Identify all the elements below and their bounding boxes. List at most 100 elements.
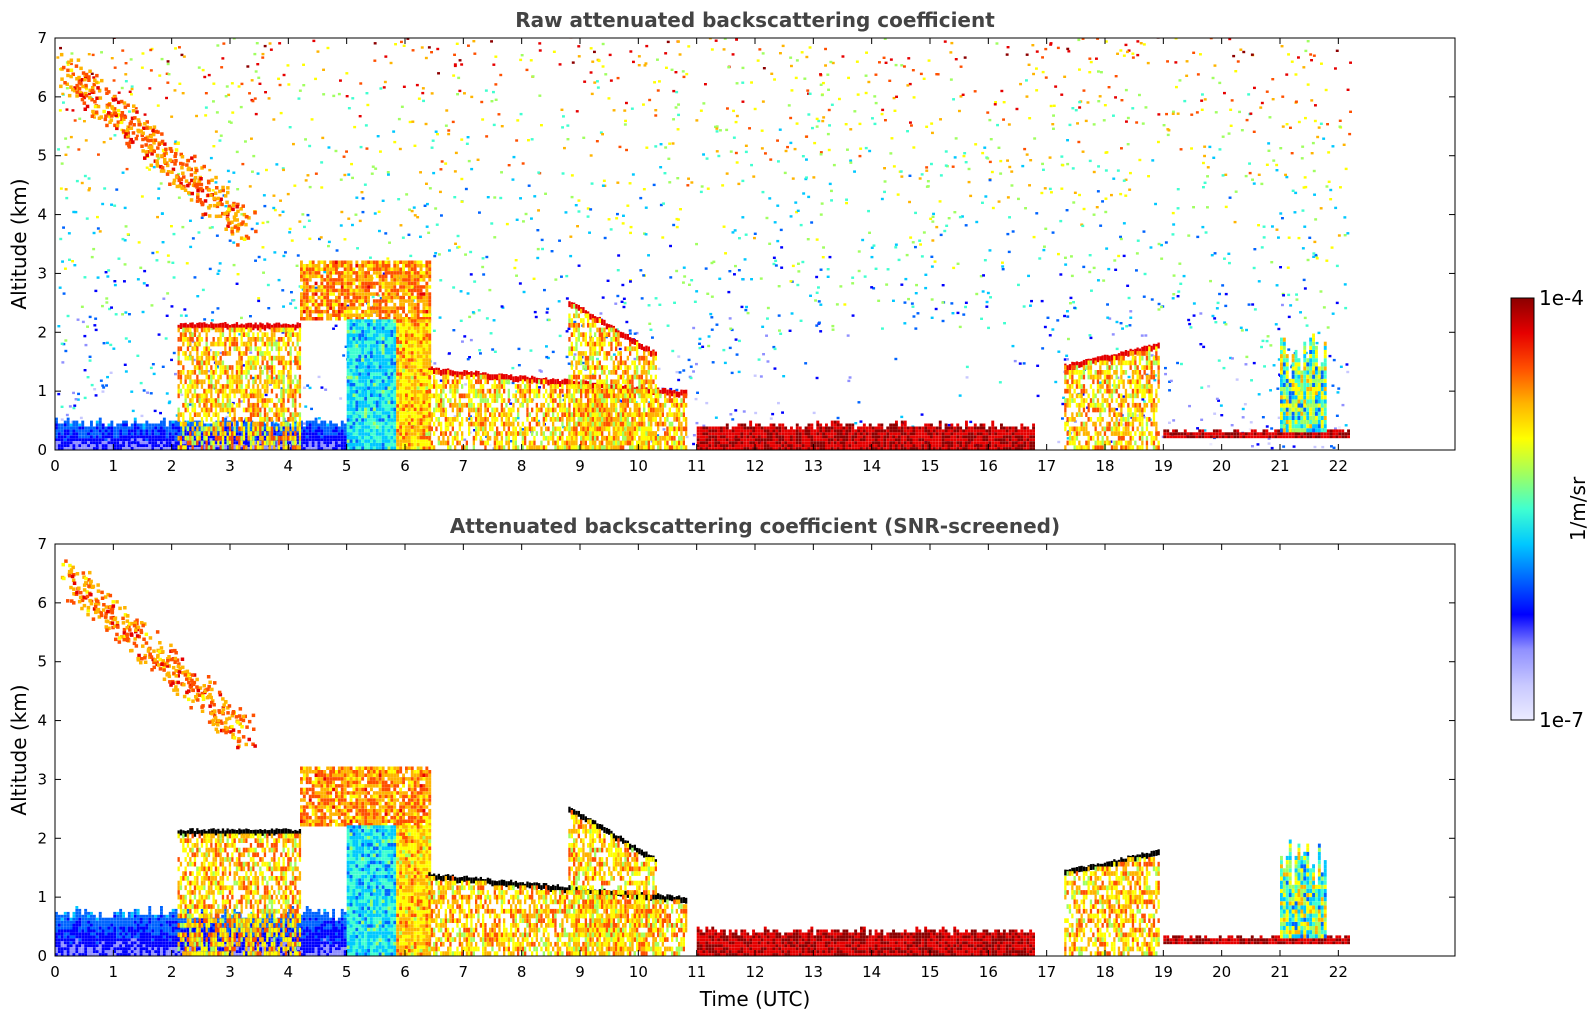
boundary-layer-cell (157, 426, 160, 430)
sub-cloud-cell (270, 327, 274, 333)
noise-speckle (839, 285, 843, 288)
noise-speckle (1224, 292, 1228, 296)
sub-cloud-cell (189, 341, 192, 347)
noise-speckle (459, 290, 463, 293)
sub-cloud-cell (177, 374, 180, 380)
noise-speckle (272, 376, 276, 380)
sub-cloud-cell (252, 393, 255, 399)
cirrus-cell (73, 86, 77, 90)
boundary-layer-cell (107, 432, 111, 436)
sub-cloud-cell (196, 327, 199, 333)
noise-speckle (261, 246, 265, 249)
noise-speckle (668, 142, 672, 145)
noise-speckle (714, 125, 717, 129)
noise-speckle (1125, 120, 1128, 123)
boundary-layer-cell (125, 435, 128, 439)
aerosol-cell (326, 271, 330, 275)
sub-cloud-cell (252, 337, 255, 342)
noise-speckle (1135, 121, 1139, 124)
sub-cloud-cell (266, 440, 269, 446)
boundary-layer-cell (343, 438, 347, 442)
noise-speckle (469, 273, 473, 276)
sub-cloud-cell (217, 402, 220, 408)
sub-cloud-cell (245, 374, 248, 380)
noise-speckle (944, 150, 948, 153)
sub-cloud-cell (224, 407, 227, 413)
noise-speckle (371, 295, 375, 299)
sub-cloud-cell (263, 379, 267, 385)
noise-speckle (439, 379, 443, 382)
boundary-layer-cell (232, 441, 236, 445)
cloud-layer-cell (200, 322, 204, 329)
boundary-layer-cell (63, 435, 67, 439)
sub-cloud-cell (240, 332, 243, 337)
noise-speckle (382, 272, 386, 275)
noise-speckle (1078, 100, 1082, 104)
noise-speckle (558, 334, 562, 338)
noise-speckle (1097, 100, 1101, 103)
aerosol-cell (332, 260, 335, 264)
sub-cloud-cell (268, 379, 271, 385)
noise-speckle (772, 256, 776, 259)
boundary-layer-cell (75, 447, 79, 450)
sub-cloud-cell (184, 332, 187, 337)
noise-speckle (469, 415, 472, 418)
boundary-layer-cell (157, 447, 160, 450)
boundary-layer-cell (148, 447, 152, 450)
noise-speckle (589, 47, 593, 50)
sub-cloud-cell (228, 407, 232, 413)
noise-speckle (1308, 236, 1312, 239)
noise-speckle (399, 224, 403, 227)
boundary-layer-cell (180, 426, 184, 430)
sub-cloud-cell (231, 407, 234, 413)
noise-speckle (884, 61, 888, 64)
sub-cloud-cell (289, 412, 292, 417)
sub-cloud-cell (280, 379, 283, 385)
noise-speckle (1074, 109, 1078, 112)
noise-speckle (953, 156, 957, 159)
boundary-layer-cell (122, 423, 125, 427)
boundary-layer-cell (302, 429, 306, 433)
sub-cloud-cell (261, 341, 264, 347)
cirrus-cell (247, 216, 251, 220)
noise-speckle (812, 411, 816, 415)
noise-speckle (1295, 100, 1298, 103)
noise-speckle (567, 362, 571, 365)
noise-speckle (586, 215, 590, 218)
sub-cloud-cell (249, 445, 253, 450)
noise-speckle (1121, 423, 1125, 426)
top-panel-title: Raw attenuated backscattering coefficien… (515, 8, 995, 32)
noise-speckle (458, 89, 462, 93)
noise-speckle (155, 250, 159, 254)
noise-speckle (1301, 209, 1305, 212)
noise-speckle (351, 97, 355, 100)
noise-speckle (343, 173, 347, 177)
cirrus-cell (115, 126, 119, 131)
sub-cloud-cell (226, 393, 229, 399)
boundary-layer-cell (139, 432, 143, 436)
cirrus-cell (71, 72, 75, 76)
aerosol-cell (314, 292, 318, 296)
aerosol-cell (311, 299, 315, 303)
noise-speckle (1261, 416, 1265, 419)
sub-cloud-cell (205, 388, 208, 394)
cirrus-cell (67, 93, 72, 98)
sub-cloud-cell (245, 393, 248, 399)
sub-cloud-cell (245, 346, 248, 352)
noise-speckle (577, 264, 581, 267)
noise-speckle (401, 236, 405, 239)
noise-speckle (900, 64, 904, 67)
noise-speckle (910, 124, 913, 127)
noise-speckle (743, 258, 747, 261)
noise-speckle (335, 249, 339, 252)
sub-cloud-cell (189, 355, 192, 361)
noise-speckle (830, 199, 833, 202)
noise-speckle (1261, 339, 1265, 343)
sub-cloud-cell (196, 346, 199, 352)
aerosol-cell (332, 285, 335, 289)
noise-speckle (279, 199, 282, 202)
noise-speckle (750, 81, 753, 84)
noise-speckle (950, 302, 954, 305)
boundary-layer-cell (160, 435, 163, 439)
noise-speckle (1279, 212, 1283, 215)
